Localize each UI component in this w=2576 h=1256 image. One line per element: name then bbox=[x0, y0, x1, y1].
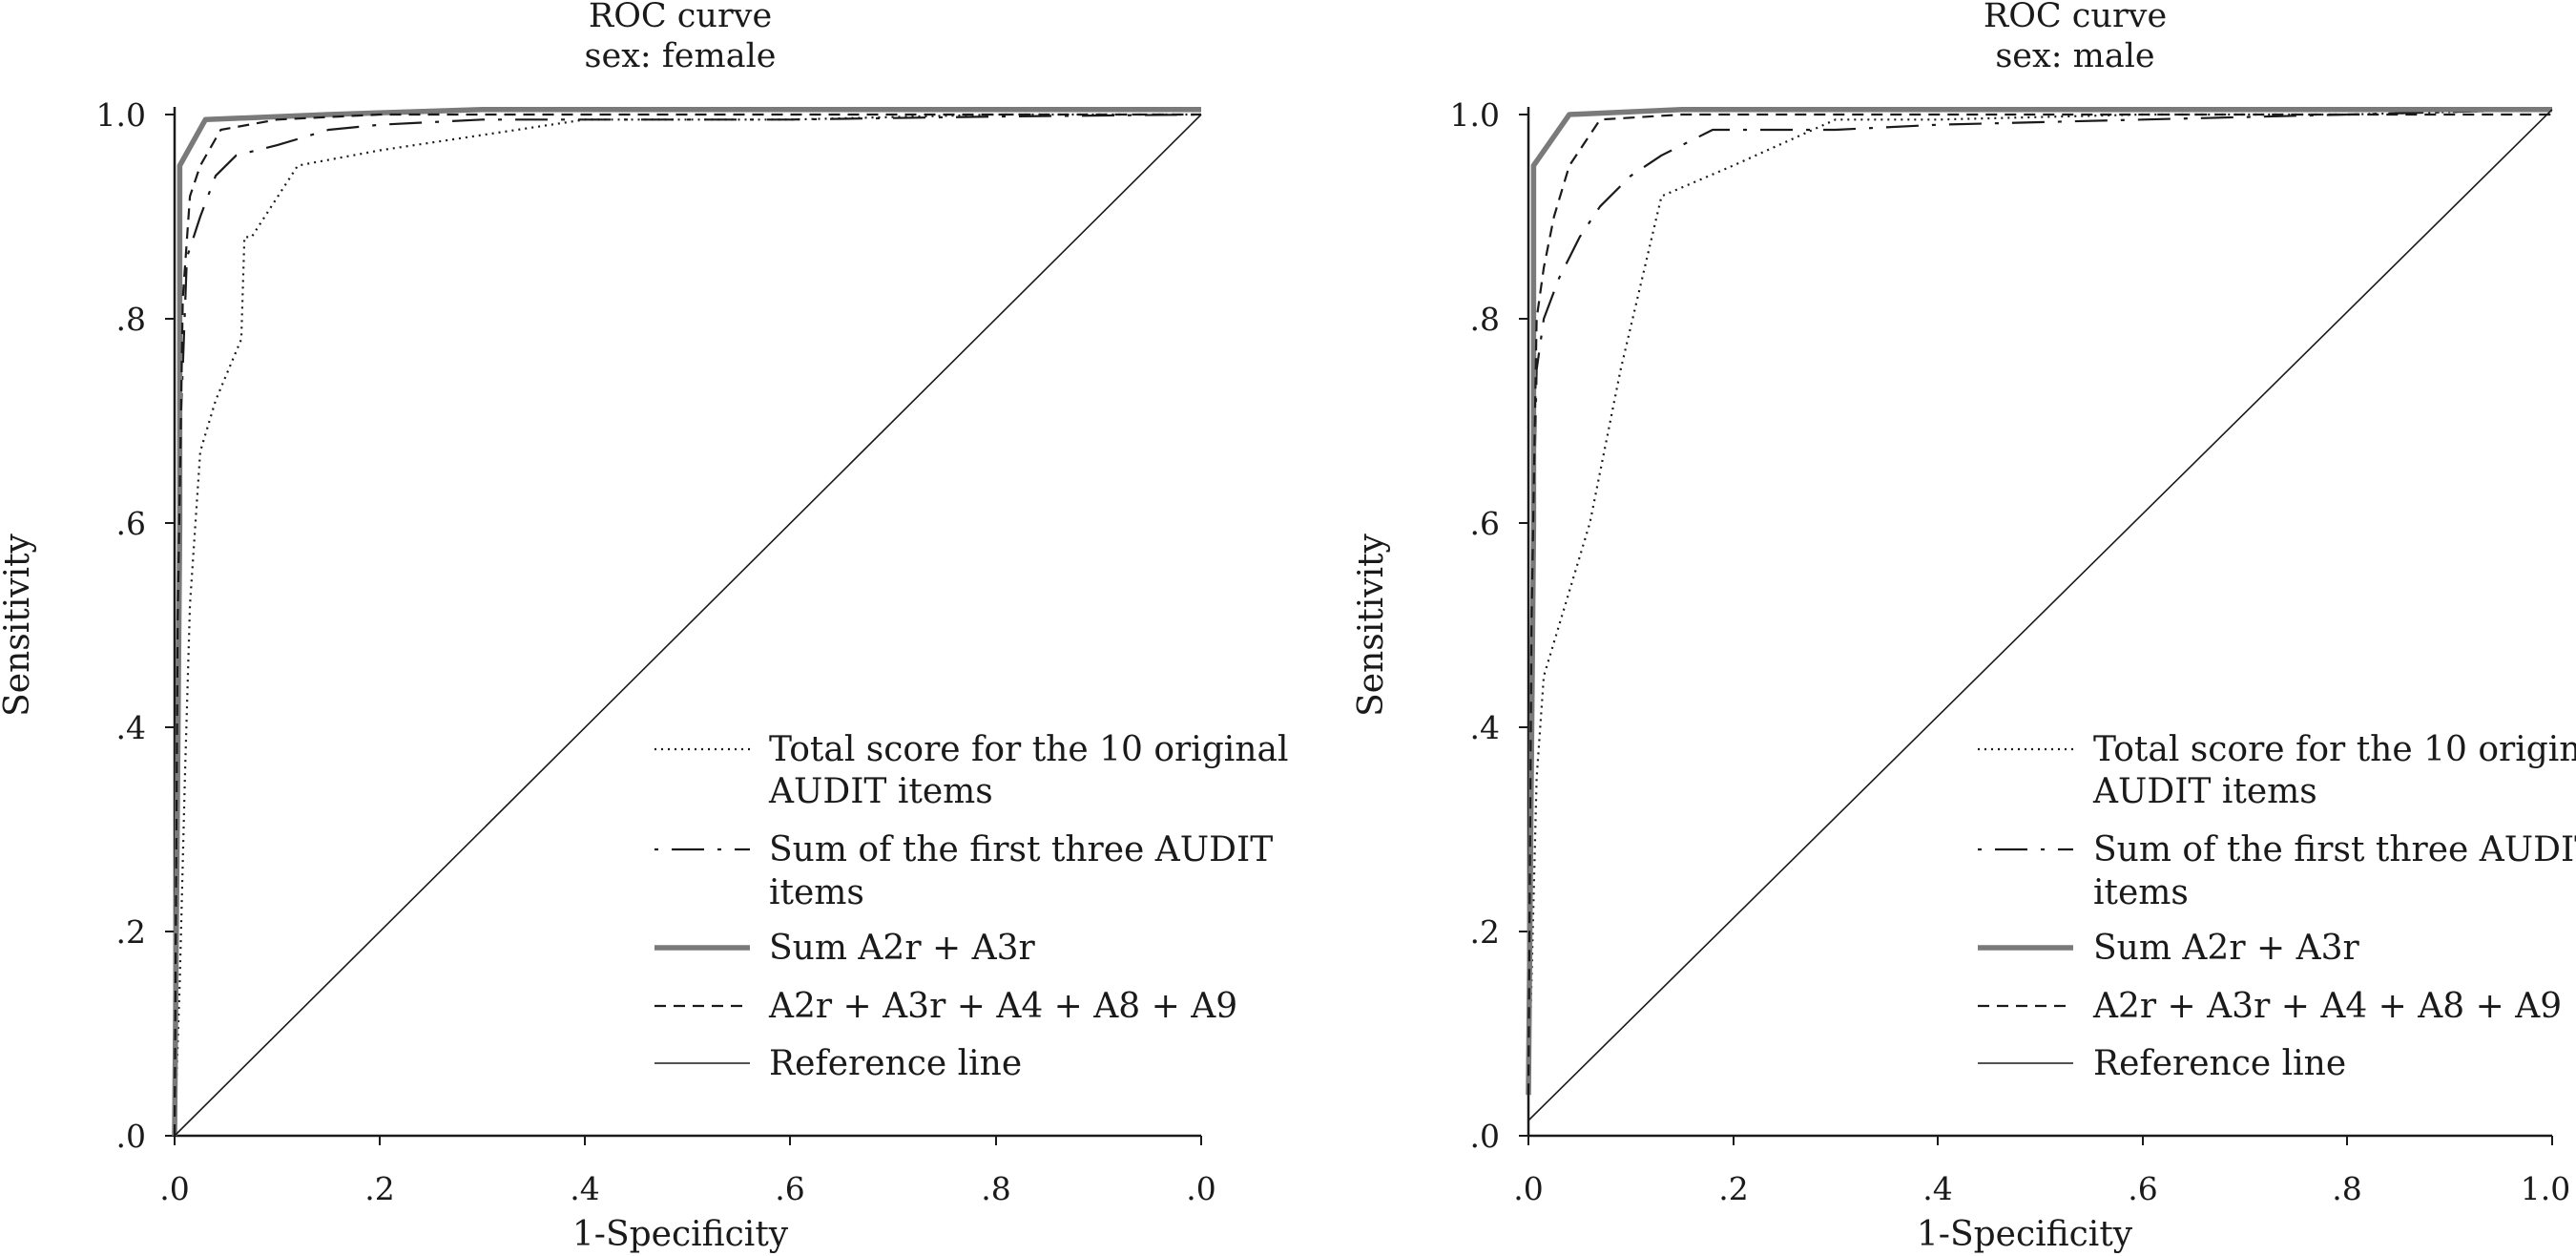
x-tick-label: .8 bbox=[981, 1170, 1011, 1207]
legend-item: Total score for the 10 original AUDIT it… bbox=[654, 730, 1288, 811]
y-tick-label: 1.0 bbox=[96, 96, 146, 134]
y-tick-label: .6 bbox=[116, 505, 147, 542]
panel-male-title: ROC curve bbox=[1984, 0, 2167, 35]
panel-male-x-ticks: .0 .2 .4 .6 .8 1.0 bbox=[1513, 1136, 2570, 1207]
legend-item: Total score for the 10 original AUDIT it… bbox=[1978, 730, 2576, 811]
legend-label: items bbox=[2093, 873, 2189, 912]
panel-male-y-axis-title: Sensitivity bbox=[1352, 533, 1391, 716]
legend-label: Reference line bbox=[2093, 1044, 2346, 1083]
x-tick-label: 1.0 bbox=[2521, 1170, 2570, 1207]
y-tick-label: .4 bbox=[116, 709, 147, 746]
y-tick-label: .2 bbox=[1470, 913, 1501, 951]
panel-male-x-axis-title: 1-Specificity bbox=[1917, 1215, 2133, 1254]
panel-female-title: ROC curve bbox=[589, 0, 772, 35]
panel-male: ROC curve sex: male .0 .2 .4 .6 .8 1.0 .… bbox=[1352, 0, 2576, 1254]
legend-label: AUDIT items bbox=[2092, 772, 2317, 811]
y-tick-label: .0 bbox=[1470, 1118, 1501, 1155]
legend-item: Sum of the first three AUDIT items bbox=[654, 830, 1273, 912]
series-line-reference-line bbox=[174, 114, 1202, 1137]
series-line-sum-of-the-first-three-audit-items bbox=[173, 113, 1202, 1137]
panel-male-subtitle: sex: male bbox=[1995, 37, 2154, 75]
series-line-total-score-for-the-10-original-audit-items bbox=[173, 113, 1201, 1137]
panel-male-y-ticks: .0 .2 .4 .6 .8 1.0 bbox=[1450, 96, 1528, 1155]
legend-label: AUDIT items bbox=[768, 772, 993, 811]
x-tick-label: .4 bbox=[570, 1170, 600, 1207]
y-tick-label: .2 bbox=[116, 913, 147, 951]
x-tick-label: .6 bbox=[775, 1170, 805, 1207]
legend-item: A2r + A3r + A4 + A8 + A9 bbox=[1978, 987, 2562, 1026]
y-tick-label: .6 bbox=[1470, 505, 1501, 542]
legend-item: Reference line bbox=[1978, 1044, 2346, 1083]
y-tick-label: .0 bbox=[116, 1118, 147, 1155]
x-tick-label: .0 bbox=[1186, 1170, 1216, 1207]
legend-item: Sum A2r + A3r bbox=[654, 929, 1035, 968]
series-line-a2r-a3r-a4-a8-a9 bbox=[173, 113, 1201, 1137]
legend-label: A2r + A3r + A4 + A8 + A9 bbox=[2092, 987, 2562, 1026]
panel-female-legend: Total score for the 10 original AUDIT it… bbox=[654, 730, 1288, 1083]
legend-label: Sum of the first three AUDIT bbox=[2093, 830, 2576, 869]
x-tick-label: .2 bbox=[1718, 1170, 1749, 1207]
panel-female-x-ticks: .0 .2 .4 .6 .8 .0 bbox=[159, 1136, 1216, 1207]
panel-female-x-axis-title: 1-Specificity bbox=[572, 1215, 789, 1254]
x-tick-label: .8 bbox=[2332, 1170, 2362, 1207]
legend-label: items bbox=[769, 873, 864, 912]
legend-label: A2r + A3r + A4 + A8 + A9 bbox=[768, 987, 1237, 1026]
series-line-sum-a2r-a3r bbox=[1526, 106, 2552, 1096]
legend-label: Sum of the first three AUDIT bbox=[769, 830, 1273, 869]
legend-item: A2r + A3r + A4 + A8 + A9 bbox=[654, 987, 1237, 1026]
y-tick-label: .8 bbox=[1470, 301, 1501, 338]
series-line-sum-of-the-first-three-audit-items bbox=[1527, 108, 2553, 1096]
x-tick-label: .0 bbox=[159, 1170, 190, 1207]
panel-female-subtitle: sex: female bbox=[585, 37, 777, 75]
panel-female: ROC curve sex: female .0 .2 .4 .6 .8 1.0… bbox=[0, 0, 1288, 1254]
x-tick-label: .2 bbox=[364, 1170, 395, 1207]
x-tick-label: .4 bbox=[1922, 1170, 1953, 1207]
legend-item: Reference line bbox=[654, 1044, 1022, 1083]
panel-female-y-axis-title: Sensitivity bbox=[0, 533, 37, 716]
legend-item: Sum of the first three AUDIT items bbox=[1978, 830, 2576, 912]
legend-label: Total score for the 10 original bbox=[2093, 730, 2576, 769]
legend-label: Sum A2r + A3r bbox=[769, 929, 1035, 968]
legend-label: Sum A2r + A3r bbox=[2093, 929, 2359, 968]
legend-item: Sum A2r + A3r bbox=[1978, 929, 2359, 968]
series-line-reference-line bbox=[1527, 109, 2553, 1121]
series-line-a2r-a3r-a4-a8-a9 bbox=[1527, 113, 2552, 1096]
panel-female-series bbox=[172, 106, 1202, 1137]
legend-label: Total score for the 10 original bbox=[769, 730, 1288, 769]
y-tick-label: .4 bbox=[1470, 709, 1501, 746]
panel-male-series bbox=[1526, 106, 2553, 1121]
panel-female-y-ticks: .0 .2 .4 .6 .8 1.0 bbox=[96, 96, 175, 1155]
x-tick-label: .0 bbox=[1513, 1170, 1544, 1207]
y-tick-label: .8 bbox=[116, 301, 147, 338]
x-tick-label: .6 bbox=[2128, 1170, 2158, 1207]
y-tick-label: 1.0 bbox=[1450, 96, 1500, 134]
legend-label: Reference line bbox=[769, 1044, 1022, 1083]
panel-male-legend: Total score for the 10 original AUDIT it… bbox=[1978, 730, 2576, 1083]
